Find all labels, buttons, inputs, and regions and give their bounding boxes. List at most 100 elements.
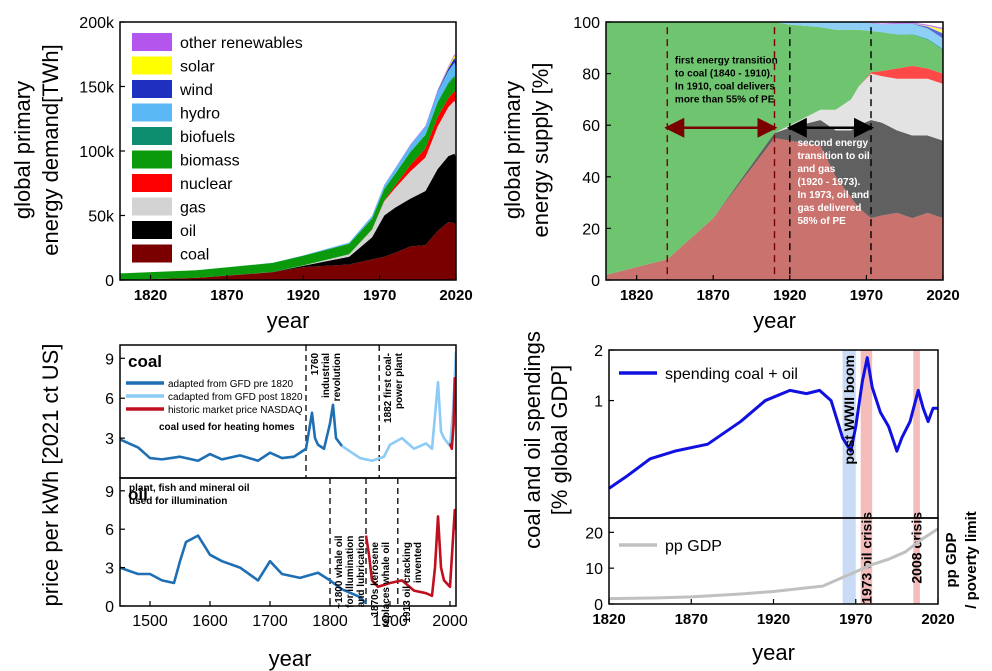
- annotation-line: power plant: [394, 352, 405, 409]
- chart-a: 1820 1870 1920 1970 2020 0 50k 100k 150k 200k year…: [10, 15, 473, 333]
- y-tick-label: 3: [105, 431, 114, 448]
- area-biomass: [120, 76, 456, 280]
- panel-spending: 1 2 spending coal + oil post WWII boom 1973 …: [594, 343, 939, 604]
- legend-swatch: [132, 103, 172, 122]
- x-axis-label: year: [267, 308, 310, 333]
- x-tick-label: 1500: [132, 613, 168, 630]
- x-tick-label: 1920: [757, 611, 790, 628]
- series-line: [120, 403, 344, 463]
- series-line: [364, 508, 456, 598]
- annotation-line: (1920 - 1973).: [797, 177, 860, 188]
- y-tick-label: 6: [105, 391, 114, 408]
- y-tick-label: 10: [585, 561, 603, 578]
- y-axis-label: energy supply [%]: [528, 63, 553, 238]
- y-tick-label: 40: [582, 170, 600, 187]
- y-tick-label: 20: [582, 221, 600, 238]
- legend-swatch: [132, 244, 172, 263]
- legend-swatch: [132, 33, 172, 51]
- x-tick-label: 1700: [252, 613, 288, 630]
- x-tick-label: 1870: [675, 611, 708, 628]
- legend-swatch: [132, 150, 172, 169]
- legend-label: other renewables: [180, 35, 303, 52]
- lines: [120, 508, 456, 605]
- area-oil: [606, 120, 943, 275]
- period-band: [913, 350, 920, 604]
- series-line: [608, 356, 938, 490]
- y-tick-label: 3: [105, 561, 114, 578]
- legend-label: biofuels: [180, 129, 235, 146]
- panel-gdp: 0 10 20 pp GDP: [585, 517, 939, 614]
- x-tick-label: 1900: [372, 613, 408, 630]
- annotation-line: 1760: [310, 353, 321, 376]
- y-tick-label: 50k: [88, 209, 115, 226]
- legend-label: pp GDP: [665, 538, 722, 555]
- y-axis-label: price per kWh [2021 ct US]: [38, 344, 63, 607]
- x-tick-label: 2020: [926, 287, 959, 304]
- panel-label: oil: [128, 485, 148, 504]
- legend-label: oil: [180, 223, 196, 240]
- x-tick-label: 1820: [620, 287, 653, 304]
- y-axis-label: energy demand[TWh]: [38, 44, 63, 256]
- series-line: [448, 376, 456, 451]
- band-label: post WWII boom: [841, 355, 857, 465]
- annotation-line: first energy transition: [675, 55, 778, 66]
- annotation-line: gas delivered: [797, 203, 861, 214]
- period-band: [860, 350, 873, 604]
- x-tick-label: 2020: [439, 287, 472, 304]
- legend-label: historic market price NASDAQ: [168, 405, 303, 416]
- x-tick-label: 2020: [921, 611, 954, 628]
- legend-label: solar: [180, 59, 215, 76]
- y-axis-label: global primary: [500, 81, 525, 219]
- y2-axis-label: / poverty limit: [963, 511, 980, 609]
- y-tick-label: 6: [105, 522, 114, 539]
- x-axis-label: year: [753, 308, 796, 333]
- annotation-line: In 1973, oil and: [797, 190, 869, 201]
- lines: [120, 351, 456, 463]
- annotation-line: ~1800 whale oil: [334, 535, 345, 608]
- legend-label: gas: [180, 200, 206, 217]
- x-tick-label: 1600: [192, 613, 228, 630]
- x-tick-label: 1870: [697, 287, 730, 304]
- x-tick-label: 1970: [850, 287, 883, 304]
- area-coal: [120, 221, 456, 280]
- y-tick-label: 0: [594, 597, 603, 614]
- x-tick-label: 1970: [363, 287, 396, 304]
- area-biomass: [606, 22, 943, 275]
- plot-frame: [605, 21, 944, 281]
- annotation-line: industrial: [321, 353, 332, 398]
- x-tick-label: 1920: [773, 287, 806, 304]
- plot-frame: [119, 477, 457, 607]
- x-tick-label: 1970: [839, 611, 872, 628]
- y-tick-label: 150k: [79, 80, 115, 97]
- y-tick-label: 0: [591, 273, 600, 290]
- y-tick-label: 9: [105, 351, 114, 368]
- band-label: 1973 oil crisis: [858, 512, 874, 604]
- x-tick-label: 1800: [312, 613, 348, 630]
- annotation-line: invented: [413, 542, 424, 583]
- annotation-line: and lubrication: [356, 536, 367, 608]
- annotation-line: to coal (1840 - 1910).: [675, 68, 773, 79]
- legend-label: coal: [180, 247, 209, 264]
- legend-swatch: [132, 221, 172, 239]
- y-tick-label: 9: [105, 484, 114, 501]
- legend-swatch: [132, 174, 172, 192]
- y-tick-label: 80: [582, 67, 600, 84]
- annotation-line: 1882 first coal-: [383, 353, 394, 423]
- y-tick-label: 1: [594, 394, 603, 411]
- y-tick-label: 100: [573, 15, 600, 32]
- panel-coal: 3 6 9 coal 1760 industrial revolution 1882 firs…: [105, 344, 457, 479]
- annotation-line: transition to oil: [797, 151, 869, 162]
- annotation-line: and gas: [797, 164, 835, 175]
- annotation-line: 58% of PE: [797, 216, 846, 227]
- x-tick-label: 1820: [134, 287, 167, 304]
- annotation-line: revolution: [332, 353, 343, 401]
- annotation-line: plant, fish and mineral oil: [129, 483, 250, 494]
- y2-axis-label: pp GDP: [943, 533, 960, 588]
- x-axis-label: year: [269, 646, 312, 671]
- period-band: [842, 350, 856, 604]
- annotation-line: In 1910, coal delivers: [675, 81, 775, 92]
- band-label: 2008 crisis: [909, 512, 925, 584]
- y-axis-label: [% global GDP]: [547, 365, 572, 515]
- chart-d: 1 2 spending coal + oil post WWII boom 1973 …: [520, 331, 980, 665]
